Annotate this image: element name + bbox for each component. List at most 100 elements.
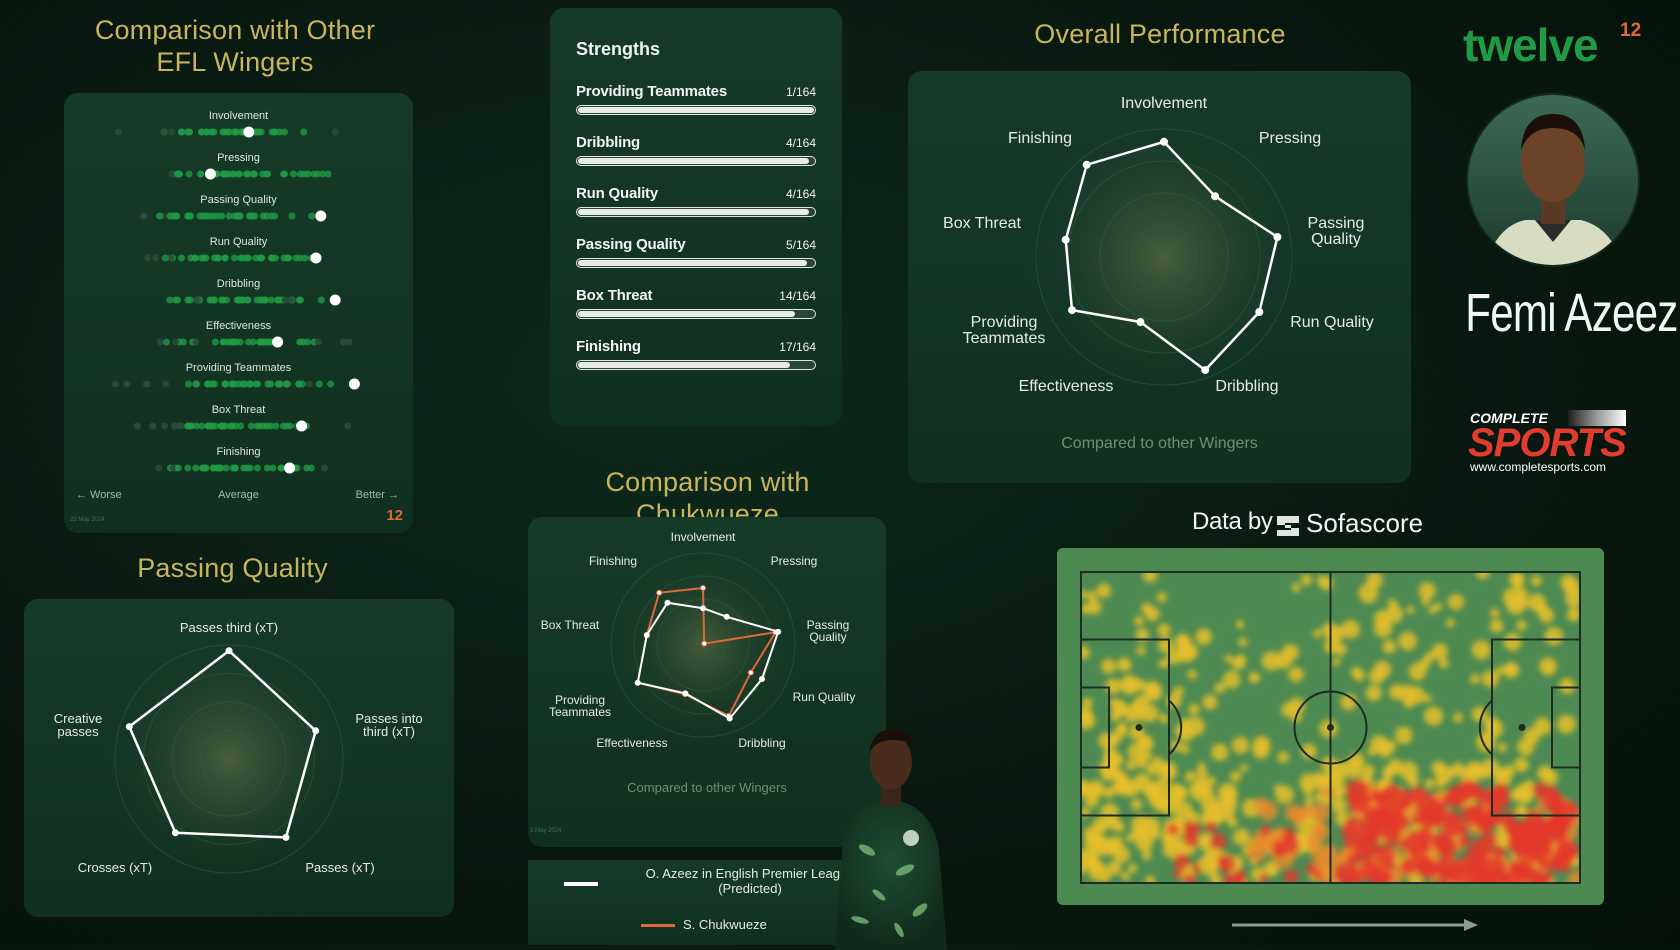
strength-bar-track: [576, 207, 816, 217]
efl-label-dribbling: Dribbling: [217, 278, 260, 290]
strength-bar-fill: [578, 362, 790, 368]
passing-series-polygon: [128, 649, 317, 839]
complete-sports-logo: COMPLETE SPORTS www.completesports.com: [1468, 408, 1638, 478]
chukwueze-series-white-point-run-quality: [759, 676, 765, 682]
chukwueze-legend: O. Azeez in English Premier League (Pred…: [528, 860, 886, 945]
passing-series-point-passes-into-third-xt: [312, 727, 320, 735]
strength-bar-track: [576, 156, 816, 166]
efl-distribution-passing-quality: [140, 212, 327, 220]
player-photo-chukwueze: [835, 729, 947, 950]
overall-series-point-providing-teammates: [1068, 306, 1076, 315]
overall-series-point-run-quality: [1255, 308, 1264, 316]
overall-axis-label-effectiveness: Effectiveness: [1019, 378, 1114, 395]
passing-series-point-crosses-xt: [171, 829, 179, 837]
passing-axis-label-creative-passes: Creative passes: [54, 711, 102, 739]
efl-heading-line-2: EFL Wingers: [156, 47, 314, 77]
strength-rank: 14/164: [779, 289, 816, 303]
chukwueze-series-white-point-box-threat: [643, 632, 650, 639]
efl-player-marker-providing-teammates: [348, 378, 360, 390]
overall-ring: [1099, 192, 1229, 322]
chukwueze-series-orange-point-run-quality: [747, 669, 754, 676]
efl-label-box-threat: Box Threat: [212, 404, 266, 416]
chukwueze-series-white-point-providing-teammates: [634, 679, 641, 686]
strength-rank: 4/164: [785, 136, 816, 150]
efl-label-involvement: Involvement: [209, 110, 268, 122]
strength-bar-track: [576, 258, 816, 268]
chukwueze-ring: [610, 552, 796, 738]
efl-distribution-involvement: [114, 128, 339, 136]
chukwueze-axis-label-pressing: Pressing: [771, 554, 818, 568]
efl-distribution-dribbling: [166, 296, 325, 304]
strength-name: Box Threat: [576, 287, 653, 304]
chukwueze-series-orange-point-finishing: [656, 589, 663, 596]
strength-name: Providing Teammates: [576, 83, 727, 100]
chukwueze-series-white-point-pressing: [723, 613, 730, 620]
efl-strip-svg: Involvement Pressing Passing Quality Run Qu…: [111, 110, 360, 474]
overall-series-point-dribbling: [1201, 366, 1210, 375]
data-by-label: Data by: [1192, 508, 1273, 535]
efl-player-marker-effectiveness: [272, 336, 284, 348]
chukwueze-axis-label-finishing: Finishing: [589, 554, 637, 568]
legend-orange-swatch: [641, 924, 675, 927]
overall-axis-label-passing-quality: Passing Quality: [1308, 215, 1365, 248]
chukwueze-series-white-point-dribbling: [726, 715, 733, 722]
chukwueze-series-white-point-effectiveness: [682, 690, 689, 697]
overall-ring: [1035, 128, 1293, 386]
pitch-lines: [1080, 571, 1581, 884]
data-source: Sofascore: [1306, 508, 1424, 538]
overall-series-point-box-threat: [1061, 235, 1070, 244]
strength-rank: 4/164: [785, 187, 816, 201]
overall-glow: [1029, 122, 1299, 392]
strength-name: Run Quality: [576, 185, 658, 202]
efl-distribution-finishing: [155, 464, 328, 472]
efl-player-marker-run-quality: [310, 252, 322, 264]
legend-white-label-line-2: (Predicted): [718, 881, 782, 896]
chukwueze-ring: [633, 575, 773, 715]
overall-panel: Involvement Pressing Passing Quality Run Qua…: [908, 71, 1411, 483]
chukwueze-axis-label-involvement: Involvement: [671, 530, 736, 544]
heatmap: [1080, 571, 1581, 884]
overall-heading: Overall Performance: [1034, 19, 1286, 49]
efl-strip-chart: Involvement Pressing Passing Quality Run Qu…: [64, 93, 413, 533]
efl-distribution-pressing: [168, 170, 332, 178]
chukwueze-series-orange-point-pressing: [701, 640, 708, 647]
overall-axis-label-finishing: Finishing: [1008, 130, 1072, 147]
chukwueze-series-white-point-passing-quality: [775, 628, 782, 635]
passing-axis-label-crosses-xt: Crosses (xT): [78, 860, 152, 875]
strength-bar-fill: [578, 107, 814, 113]
efl-heading: Comparison with Other EFL Wingers: [90, 14, 380, 78]
efl-player-marker-finishing: [284, 462, 296, 474]
overall-series-point-involvement: [1160, 137, 1168, 146]
overall-axis-label-involvement: Involvement: [1121, 95, 1208, 112]
passing-ring: [114, 644, 344, 874]
twelve-logo: twelve 12: [1463, 18, 1643, 78]
overall-axis-label-providing-teammates: Providing Teammates: [963, 314, 1046, 347]
strength-bar-fill: [578, 158, 809, 164]
strength-name: Dribbling: [576, 134, 641, 151]
player-name: Femi Azeez: [1465, 283, 1678, 343]
efl-label-finishing: Finishing: [216, 446, 260, 458]
efl-player-marker-involvement: [243, 126, 255, 138]
overall-caption: Compared to other Wingers: [1061, 435, 1258, 452]
efl-panel: Involvement Pressing Passing Quality Run Qu…: [64, 93, 413, 533]
efl-label-providing-teammates: Providing Teammates: [186, 362, 292, 374]
chukwueze-series-white-polygon: [636, 601, 780, 720]
strengths-title: Strengths: [576, 39, 661, 59]
sponsor-url: www.completesports.com: [1470, 460, 1607, 474]
overall-axis-label-pressing: Pressing: [1259, 130, 1321, 147]
chukwueze-axis-label-run-quality: Run Quality: [793, 690, 856, 704]
strength-rank: 5/164: [785, 238, 816, 252]
sponsor-main: SPORTS: [1468, 421, 1627, 465]
chukwueze-axis-label-box-threat: Box Threat: [541, 618, 600, 632]
passing-panel: Passes third (xT) Passes into third (xT) Pa…: [24, 599, 454, 917]
passing-series-point-passes-third-xt: [225, 647, 233, 655]
data-by: Data by Sofascore: [1192, 508, 1482, 544]
sofascore-icon: [1275, 512, 1301, 538]
chukwueze-panel: Involvement Pressing Passing Quality Run Qua…: [528, 517, 886, 847]
strength-bar-track: [576, 105, 816, 115]
efl-footer-average: Average: [218, 489, 259, 501]
chukwueze-axis-label-providing-teammates: Providing Teammates: [549, 693, 611, 719]
overall-radar: Involvement Pressing Passing Quality Run Qua…: [943, 95, 1374, 395]
overall-ring: [1131, 224, 1197, 290]
heatmap-pitch: [1057, 548, 1604, 905]
